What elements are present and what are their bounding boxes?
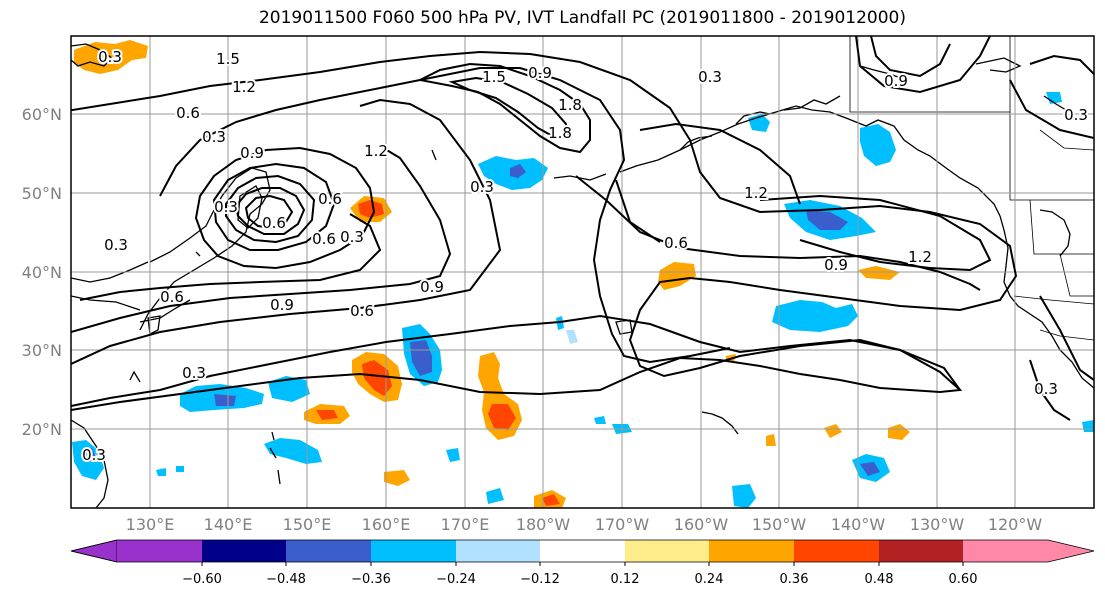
contour-label: 0.9 (420, 278, 444, 296)
lat-label: 40°N (22, 263, 62, 282)
contour-label: 1.8 (558, 96, 582, 114)
colorbar-segment (202, 540, 286, 562)
contour-label: 0.9 (528, 64, 552, 82)
colorbar-tick-label: 0.12 (611, 572, 640, 587)
contour-label: 0.9 (270, 296, 294, 314)
contour-label: 1.5 (216, 50, 240, 68)
contour-label: 0.3 (182, 364, 206, 382)
lon-label: 160°W (674, 515, 729, 534)
lat-label: 20°N (22, 420, 62, 439)
contour-label: 0.6 (262, 214, 286, 232)
pv-contours (71, 36, 1094, 421)
shaded-fields (72, 40, 1094, 508)
contour-label: 0.9 (240, 144, 264, 162)
contour-label: 0.9 (884, 72, 908, 90)
colorbar: −0.60 −0.48 −0.36 −0.24 −0.12 0.12 0.24 … (70, 539, 1095, 587)
colorbar-tick-label: 0.60 (949, 572, 978, 587)
lon-label: 150°E (283, 515, 332, 534)
contour-label: 0.3 (470, 178, 494, 196)
colorbar-segment (625, 540, 709, 562)
colorbar-tick-label: −0.36 (351, 572, 391, 587)
contour-label: 1.2 (364, 142, 388, 160)
lat-label: 30°N (22, 341, 62, 360)
contour-label: 1.5 (482, 68, 506, 86)
contour-label: 0.6 (350, 302, 374, 320)
colorbar-ticks (201, 562, 964, 566)
map-title: 2019011500 F060 500 hPa PV, IVT Landfall… (258, 8, 906, 28)
contour-label: 1.2 (232, 78, 256, 96)
colorbar-tick-labels: −0.60 −0.48 −0.36 −0.24 −0.12 0.12 0.24 … (182, 572, 977, 587)
lon-label: 170°W (595, 515, 650, 534)
colorbar-tick-label: 0.24 (695, 572, 724, 587)
contour-label: 1.2 (744, 184, 768, 202)
colorbar-tick-label: 0.36 (780, 572, 809, 587)
lon-label: 140°W (831, 515, 886, 534)
colorbar-segment (709, 540, 794, 562)
contour-label: 1.2 (908, 248, 932, 266)
colorbar-segment (371, 540, 456, 562)
lon-label: 120°W (988, 515, 1043, 534)
map-frame (70, 35, 1095, 509)
colorbar-tick-label: −0.24 (436, 572, 476, 587)
colorbar-tick-label: −0.12 (520, 572, 560, 587)
contour-label: 0.6 (176, 104, 200, 122)
lat-label: 50°N (22, 184, 62, 203)
lon-label: 130°E (126, 515, 175, 534)
longitude-labels: 130°E 140°E 150°E 160°E 170°E 180°W 170°… (126, 515, 1043, 534)
contour-label: 0.3 (202, 128, 226, 146)
colorbar-tick-label: 0.48 (865, 572, 894, 587)
latitude-labels: 60°N 50°N 40°N 30°N 20°N (22, 105, 62, 439)
lon-label: 130°W (910, 515, 965, 534)
contour-label: 0.6 (318, 190, 342, 208)
map-plot-area: 1.5 1.2 0.6 0.3 0.9 1.2 0.3 0.6 0.3 0.9 … (71, 36, 1094, 508)
lat-label: 60°N (22, 105, 62, 124)
colorbar-segment (794, 540, 879, 562)
colorbar-segment (117, 540, 202, 562)
contour-label: 0.3 (1034, 380, 1058, 398)
contour-label: 0.6 (664, 234, 688, 252)
colorbar-segment (70, 539, 118, 563)
contour-label: 0.9 (824, 256, 848, 274)
colorbar-segment (879, 540, 963, 562)
contour-label: 1.8 (548, 124, 572, 142)
lon-label: 170°E (441, 515, 490, 534)
borders (849, 36, 1094, 341)
contour-label: 0.3 (104, 236, 128, 254)
lon-label: 160°E (362, 515, 411, 534)
contour-label: 0.3 (1064, 106, 1088, 124)
contour-label: 0.3 (698, 68, 722, 86)
contour-label: 0.6 (160, 288, 184, 306)
colorbar-segment (540, 540, 625, 562)
colorbar-segment (286, 540, 371, 562)
contour-label: 0.6 (312, 230, 336, 248)
lon-label: 180°W (516, 515, 571, 534)
contour-label: 0.3 (214, 198, 238, 216)
colorbar-segment (456, 540, 540, 562)
colorbar-tick-label: −0.60 (182, 572, 222, 587)
contour-label: 0.3 (340, 228, 364, 246)
colorbar-outline (70, 539, 1095, 563)
contour-label: 0.3 (98, 48, 122, 66)
gridlines (71, 36, 1094, 508)
contour-labels: 1.5 1.2 0.6 0.3 0.9 1.2 0.3 0.6 0.3 0.9 … (80, 46, 1090, 466)
contour-label: 0.3 (82, 446, 106, 464)
lon-label: 140°E (204, 515, 253, 534)
colorbar-tick-label: −0.48 (266, 572, 306, 587)
lon-label: 150°W (752, 515, 807, 534)
colorbar-segment (963, 540, 1048, 562)
colorbar-segment (1048, 540, 1094, 562)
